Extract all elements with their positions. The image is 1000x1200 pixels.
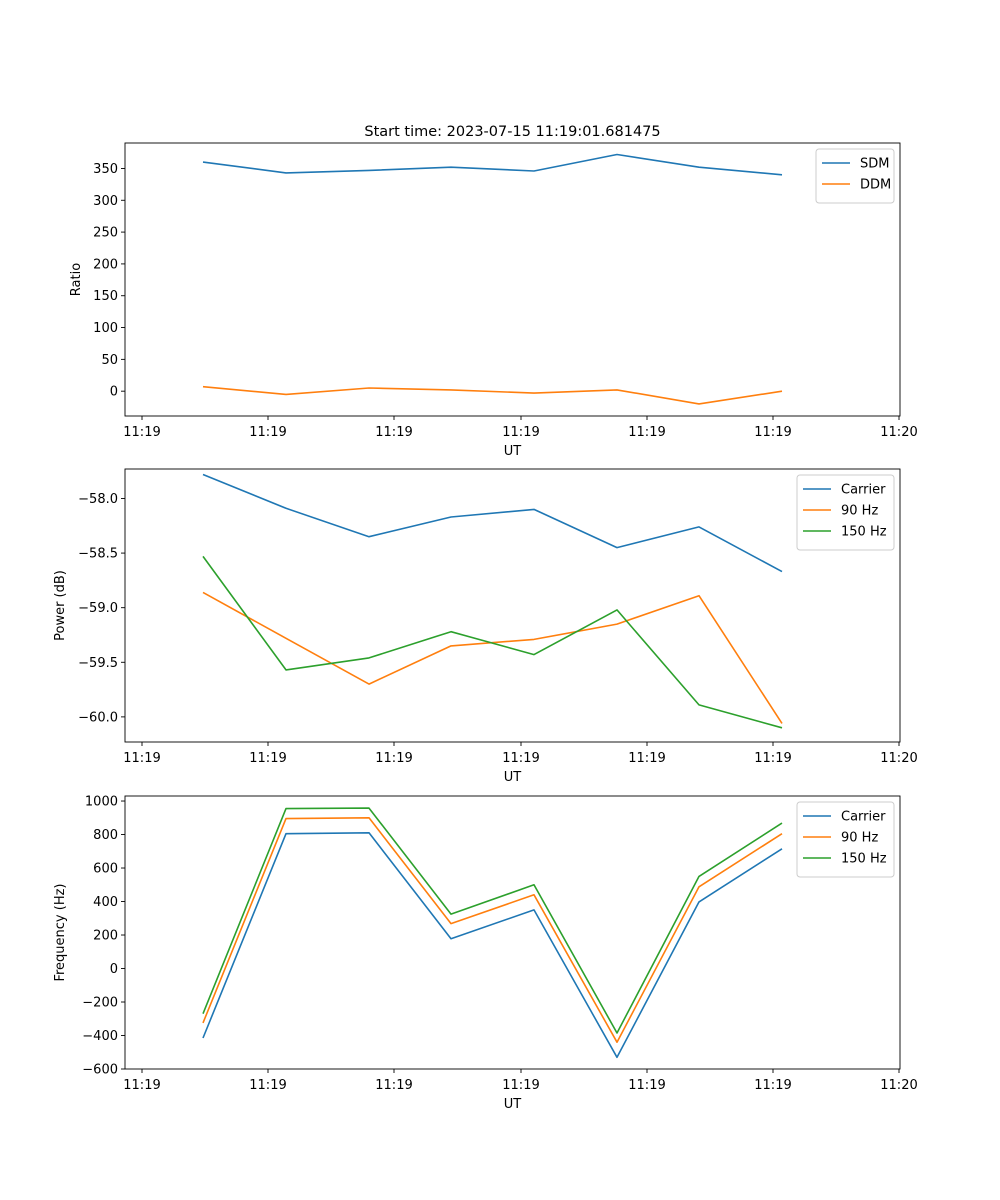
x-tick-label: 11:20: [880, 425, 917, 440]
x-tick-label: 11:19: [375, 425, 412, 440]
y-axis-label: Frequency (Hz): [53, 883, 68, 981]
y-tick-label: −400: [82, 1029, 118, 1044]
y-tick-label: 200: [93, 929, 118, 944]
series-line-carrier: [202, 831, 783, 1059]
x-tick-label: 11:19: [628, 1078, 665, 1093]
series-line-90-hz: [202, 816, 783, 1043]
legend-label-ddm: DDM: [860, 178, 891, 193]
legend: Carrier 90 Hz 150 Hz: [796, 474, 895, 551]
legend: Carrier 90 Hz 150 Hz: [796, 801, 895, 878]
y-axis-label: Power (dB): [53, 570, 68, 641]
x-tick-label: 11:19: [628, 751, 665, 766]
y-tick-label: 600: [93, 862, 118, 877]
legend-label-90-hz: 90 Hz: [841, 831, 878, 846]
y-tick-label: −59.5: [78, 656, 118, 671]
x-tick-label: 11:20: [880, 1078, 917, 1093]
y-tick-label: 250: [93, 226, 118, 241]
x-tick-label: 11:19: [628, 425, 665, 440]
x-tick-label: 11:19: [249, 1078, 286, 1093]
x-tick-label: 11:19: [502, 1078, 539, 1093]
figure-title: Start time: 2023-07-15 11:19:01.681475: [364, 124, 660, 140]
y-tick-label: 350: [93, 162, 118, 177]
x-tick-label: 11:19: [754, 751, 791, 766]
y-tick-label: −58.0: [78, 492, 118, 507]
y-tick-label: 1000: [85, 795, 118, 810]
x-axis-label: UT: [504, 770, 522, 785]
y-tick-label: 0: [110, 962, 118, 977]
x-tick-label: 11:19: [123, 751, 160, 766]
y-tick-label: 200: [93, 257, 118, 272]
axes-frame: [124, 142, 901, 417]
subplot-1: 0 50 100 150 200 250 300 350 11:19 11:19 11:19 11:1…: [69, 142, 918, 459]
y-tick-label: 300: [93, 194, 118, 209]
x-tick-label: 11:19: [754, 425, 791, 440]
y-tick-label: 400: [93, 895, 118, 910]
x-tick-label: 11:19: [249, 751, 286, 766]
x-tick-label: 11:19: [123, 425, 160, 440]
y-tick-label: 800: [93, 828, 118, 843]
x-tick-label: 11:19: [375, 751, 412, 766]
x-tick-label: 11:19: [249, 425, 286, 440]
y-tick-label: −59.0: [78, 601, 118, 616]
series-line-150-hz: [202, 807, 783, 1034]
subplots: 0 50 100 150 200 250 300 350 11:19 11:19 11:19 11:1…: [53, 142, 918, 1112]
y-tick-label: 100: [93, 321, 118, 336]
series-line-ddm: [202, 385, 783, 405]
y-tick-label: 50: [101, 353, 118, 368]
legend-label-carrier: Carrier: [841, 810, 886, 825]
legend-label-sdm: SDM: [860, 157, 889, 172]
x-tick-label: 11:20: [880, 751, 917, 766]
legend-label-150-hz: 150 Hz: [841, 852, 887, 867]
legend-label-90-hz: 90 Hz: [841, 504, 878, 519]
subplot-2: −60.0 −59.5 −59.0 −58.5 −58.0 11:19 11:19 11:19…: [53, 468, 918, 785]
y-tick-label: −600: [82, 1063, 118, 1078]
series-line-sdm: [202, 153, 783, 176]
y-tick-label: 150: [93, 289, 118, 304]
x-axis-label: UT: [504, 444, 522, 459]
y-tick-label: −60.0: [78, 710, 118, 725]
x-tick-label: 11:19: [123, 1078, 160, 1093]
x-tick-label: 11:19: [502, 751, 539, 766]
y-tick-label: 0: [110, 385, 118, 400]
series-line-150-hz: [202, 555, 783, 729]
axes-frame: [124, 795, 901, 1070]
y-axis-label: Ratio: [69, 263, 84, 296]
legend-label-carrier: Carrier: [841, 483, 886, 498]
x-tick-label: 11:19: [502, 425, 539, 440]
x-axis-label: UT: [504, 1097, 522, 1112]
legend-label-150-hz: 150 Hz: [841, 525, 887, 540]
x-tick-label: 11:19: [754, 1078, 791, 1093]
legend: SDM DDM: [815, 148, 895, 204]
y-tick-label: −200: [82, 996, 118, 1011]
subplot-3: −600 −400 −200 0 200 400 600 800 1000 11:19 11:19 1…: [53, 795, 918, 1112]
series-line-carrier: [202, 473, 783, 573]
axes-frame: [124, 468, 901, 743]
y-tick-label: −58.5: [78, 547, 118, 562]
x-tick-label: 11:19: [375, 1078, 412, 1093]
